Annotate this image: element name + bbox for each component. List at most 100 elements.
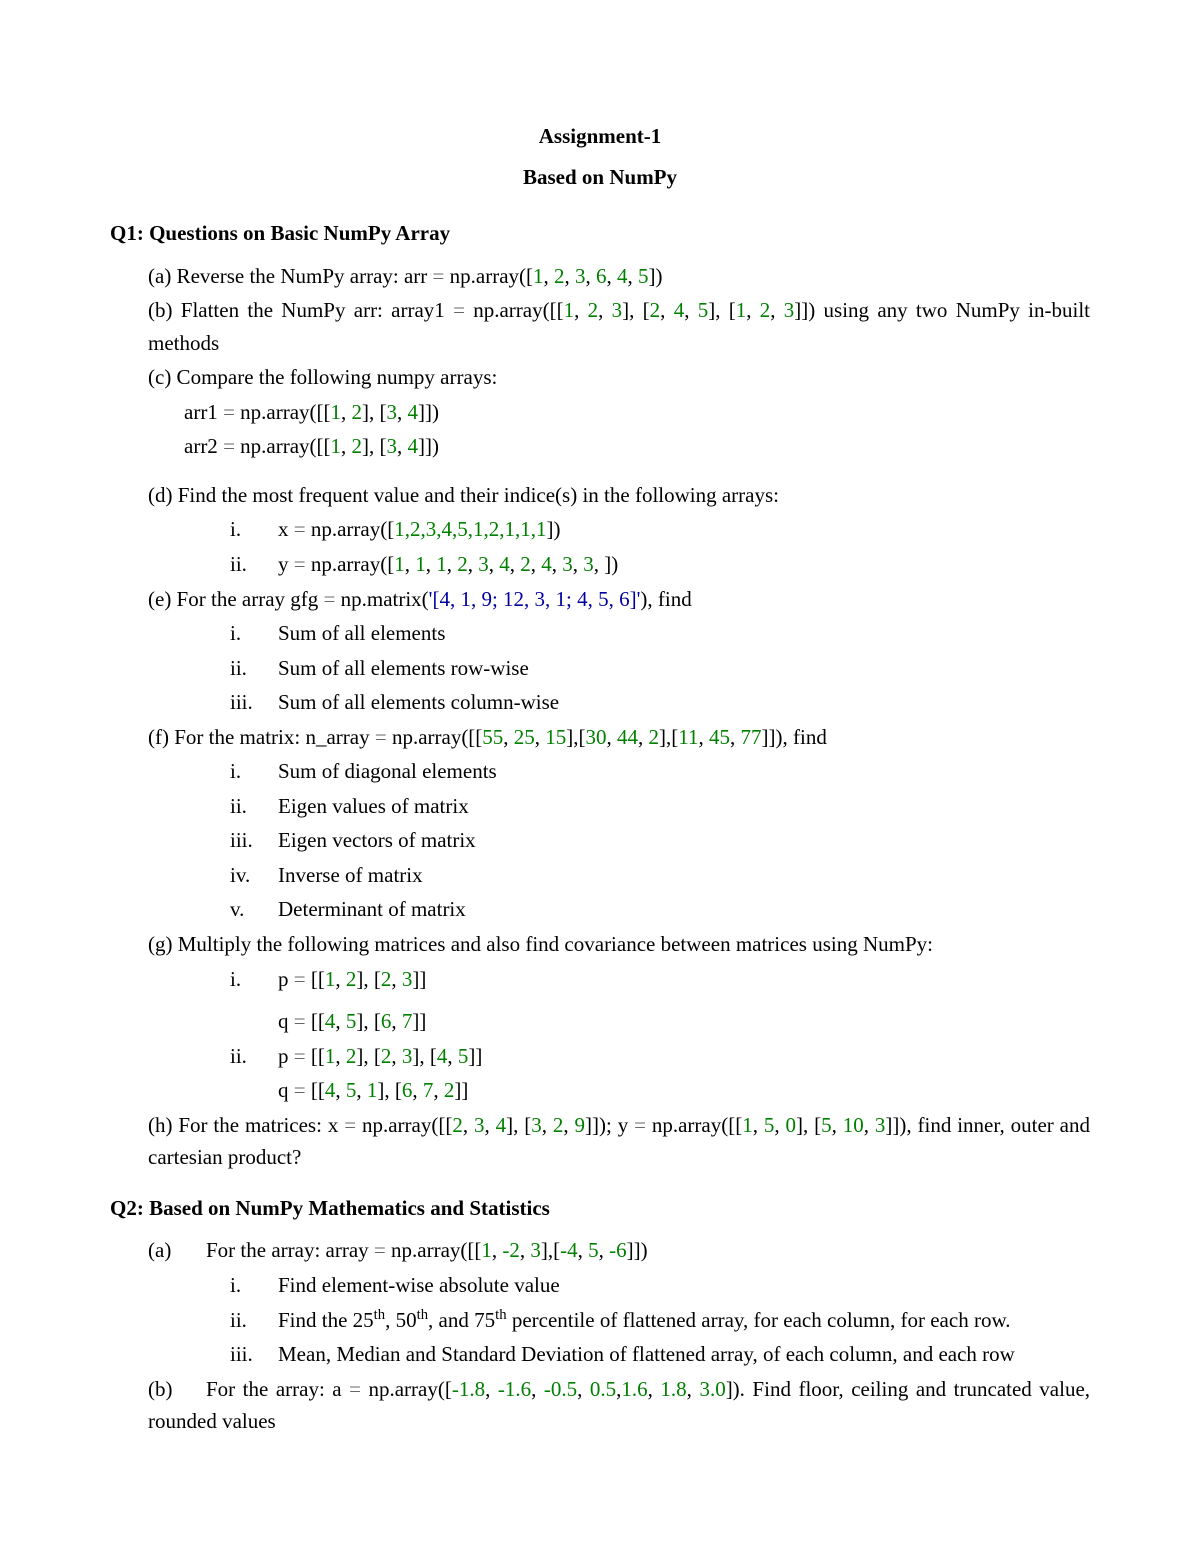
q2a-iii: iii.Mean, Median and Standard Deviation …: [230, 1338, 1090, 1371]
n: 0.5: [590, 1377, 616, 1401]
mid: np.array([: [306, 552, 395, 576]
eq: =: [375, 725, 387, 749]
roman: ii.: [230, 1304, 278, 1337]
close: , ]): [594, 552, 619, 576]
n: 1: [564, 298, 575, 322]
n: -6: [609, 1238, 627, 1262]
n: 4: [325, 1009, 336, 1033]
n: 3.0: [699, 1377, 725, 1401]
n: 1: [325, 967, 336, 991]
eq: =: [223, 400, 235, 424]
n: 1: [736, 298, 747, 322]
q1e-iii: iii.Sum of all elements column-wise: [230, 686, 1090, 719]
n: 2: [588, 298, 599, 322]
n: 45: [709, 725, 730, 749]
n: 3: [531, 1113, 542, 1137]
roman: iii.: [230, 1338, 278, 1371]
q1b: (b) Flatten the NumPy arr: array1 = np.a…: [148, 294, 1090, 359]
lead: q: [278, 1078, 294, 1102]
lead: arr1: [184, 400, 223, 424]
lead: (h) For the matrices: x: [148, 1113, 344, 1137]
q1a-lead: (a) Reverse the NumPy array: arr: [148, 264, 433, 288]
roman: i.: [230, 617, 278, 650]
n: 2: [381, 1044, 392, 1068]
q2a-i: i.Find element-wise absolute value: [230, 1269, 1090, 1302]
q1h: (h) For the matrices: x = np.array([[2, …: [148, 1109, 1090, 1174]
sup: th: [374, 1307, 385, 1323]
roman: iv.: [230, 859, 278, 892]
letter: (b): [148, 1373, 206, 1406]
t: percentile of flattened array, for each …: [507, 1308, 1011, 1332]
n: 2: [352, 400, 363, 424]
n: 2: [452, 1113, 463, 1137]
n: 5: [698, 298, 709, 322]
sup: th: [417, 1307, 428, 1323]
n: 4: [325, 1078, 336, 1102]
n: 1: [436, 552, 447, 576]
text: Mean, Median and Standard Deviation of f…: [278, 1342, 1015, 1366]
q2-heading: Q2: Based on NumPy Mathematics and Stati…: [110, 1192, 1090, 1225]
q1e-i: i.Sum of all elements: [230, 617, 1090, 650]
q1e-ii: ii.Sum of all elements row-wise: [230, 652, 1090, 685]
q1f-i: i.Sum of diagonal elements: [230, 755, 1090, 788]
lead: (f) For the matrix: n_array: [148, 725, 375, 749]
q1a-mid: np.array([: [444, 264, 533, 288]
n: 1: [325, 1044, 336, 1068]
q2a: (a)For the array: array = np.array([[1, …: [148, 1234, 1090, 1267]
eq: =: [634, 1113, 646, 1137]
close: ]]: [454, 1078, 468, 1102]
mid: [[: [306, 1078, 325, 1102]
roman: i.: [230, 1269, 278, 1302]
close: ]]): [418, 434, 439, 458]
n: 2: [650, 298, 661, 322]
n: 3: [478, 552, 489, 576]
n: 3: [575, 264, 586, 288]
sup: th: [495, 1307, 506, 1323]
mid: [[: [306, 967, 325, 991]
n: 4: [499, 552, 510, 576]
n: 2: [457, 552, 468, 576]
q1f-iii: iii.Eigen vectors of matrix: [230, 824, 1090, 857]
n: -1.6: [498, 1377, 531, 1401]
close: ]]): [627, 1238, 648, 1262]
n: 2: [520, 552, 531, 576]
roman: ii.: [230, 790, 278, 823]
n: 25: [514, 725, 535, 749]
q2b: (b)For the array: a = np.array([-1.8, -1…: [148, 1373, 1090, 1438]
mid: np.array([[: [465, 298, 564, 322]
text: Eigen values of matrix: [278, 794, 469, 818]
page: Assignment-1 Based on NumPy Q1: Question…: [0, 0, 1200, 1553]
n: 4: [617, 264, 628, 288]
q1g-i-q: q = [[4, 5], [6, 7]]: [230, 1005, 1090, 1038]
n: 2: [444, 1078, 455, 1102]
eq: =: [344, 1113, 356, 1137]
eq: =: [433, 264, 445, 288]
roman: i.: [230, 513, 278, 546]
q1f: (f) For the matrix: n_array = np.array([…: [148, 721, 1090, 754]
lead: x: [278, 517, 294, 541]
t: , and 75: [428, 1308, 495, 1332]
n: 5: [346, 1078, 357, 1102]
n: 6: [381, 1009, 392, 1033]
q1g-i-p: i.p = [[1, 2], [2, 3]]: [230, 963, 1090, 996]
lead: q: [278, 1009, 294, 1033]
n: 4: [408, 400, 419, 424]
q1c-arr1: arr1 = np.array([[1, 2], [3, 4]]): [184, 396, 1090, 429]
q1c-arr2: arr2 = np.array([[1, 2], [3, 4]]): [184, 430, 1090, 463]
t: Find the 25: [278, 1308, 374, 1332]
n: 2: [554, 264, 565, 288]
n: 1: [742, 1113, 753, 1137]
lead: p: [278, 967, 294, 991]
roman: v.: [230, 893, 278, 926]
n: 4: [437, 1044, 448, 1068]
n: 5: [458, 1044, 469, 1068]
n: 3: [784, 298, 795, 322]
n: 5: [821, 1113, 832, 1137]
n: 11: [678, 725, 698, 749]
n: -4: [560, 1238, 578, 1262]
q1f-iv: iv.Inverse of matrix: [230, 859, 1090, 892]
eq: =: [374, 1238, 386, 1262]
mid: np.array([[: [646, 1113, 742, 1137]
close: ]): [546, 517, 560, 541]
n: 6: [402, 1078, 413, 1102]
